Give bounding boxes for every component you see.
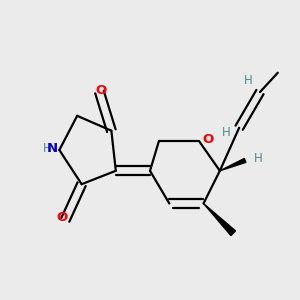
Polygon shape: [203, 203, 236, 236]
Text: N: N: [47, 142, 58, 155]
Polygon shape: [220, 158, 246, 171]
Text: H: H: [254, 152, 263, 164]
Text: H: H: [244, 74, 253, 87]
Text: H: H: [221, 126, 230, 139]
Text: O: O: [95, 84, 106, 97]
Text: O: O: [57, 211, 68, 224]
Text: O: O: [202, 133, 213, 146]
Text: H: H: [43, 142, 52, 155]
